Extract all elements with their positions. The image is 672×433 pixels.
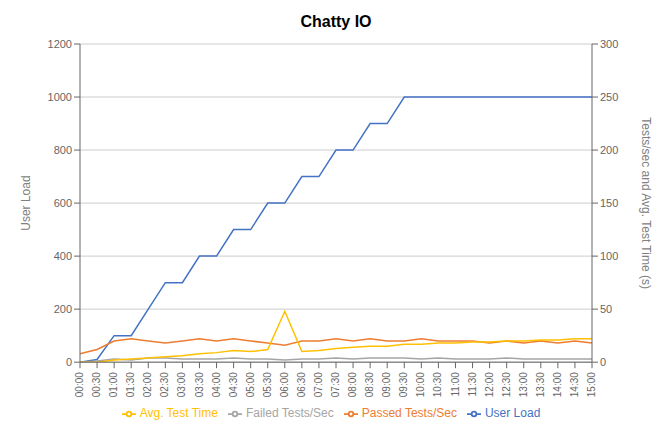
svg-text:10:00: 10:00 [415,372,426,397]
svg-text:14:00: 14:00 [552,372,563,397]
svg-text:08:30: 08:30 [364,372,375,397]
svg-text:150: 150 [600,197,618,209]
svg-text:10:30: 10:30 [433,372,444,397]
svg-text:User Load: User Load [19,175,33,230]
svg-text:11:30: 11:30 [467,372,478,397]
svg-text:09:30: 09:30 [398,372,409,397]
svg-text:13:00: 13:00 [518,372,529,397]
svg-text:400: 400 [54,250,72,262]
svg-text:12:30: 12:30 [501,372,512,397]
svg-text:06:00: 06:00 [279,372,290,397]
svg-text:06:30: 06:30 [296,372,307,397]
svg-text:15:00: 15:00 [586,372,597,397]
svg-text:200: 200 [600,144,618,156]
svg-text:03:30: 03:30 [194,372,205,397]
svg-text:12:00: 12:00 [484,372,495,397]
html-text:Avg. Test Time: Avg. Test Time [139,406,218,421]
svg-text:0: 0 [66,356,72,368]
svg-text:600: 600 [54,197,72,209]
svg-text:04:30: 04:30 [228,372,239,397]
html-text:Passed Tests/Sec: Passed Tests/Sec [361,406,457,421]
svg-text:11:00: 11:00 [450,372,461,397]
svg-text:800: 800 [54,144,72,156]
svg-text:300: 300 [600,38,618,50]
svg-text:03:00: 03:00 [177,372,188,397]
svg-text:250: 250 [600,91,618,103]
svg-text:02:30: 02:30 [159,372,170,397]
html-text:Chatty IO: Chatty IO [300,13,372,30]
svg-text:1200: 1200 [48,38,72,50]
html-text:User Load: User Load [484,406,541,421]
svg-text:00:00: 00:00 [74,372,85,397]
svg-text:100: 100 [600,250,618,262]
svg-text:09:00: 09:00 [381,372,392,397]
html-text:Failed Tests/Sec: Failed Tests/Sec [245,406,334,421]
svg-text:50: 50 [600,303,612,315]
svg-text:04:00: 04:00 [211,372,222,397]
svg-text:01:30: 01:30 [125,372,136,397]
svg-text:07:00: 07:00 [313,372,324,397]
svg-text:07:30: 07:30 [330,372,341,397]
svg-text:02:00: 02:00 [142,372,153,397]
svg-text:200: 200 [54,303,72,315]
svg-text:05:30: 05:30 [262,372,273,397]
svg-text:0: 0 [600,356,606,368]
svg-text:00:30: 00:30 [91,372,102,397]
svg-text:14:30: 14:30 [569,372,580,397]
svg-text:08:00: 08:00 [347,372,358,397]
svg-text:01:00: 01:00 [108,372,119,397]
svg-text:1000: 1000 [48,91,72,103]
svg-text:13:30: 13:30 [535,372,546,397]
svg-text:Tests/sec and Avg. Test Time (: Tests/sec and Avg. Test Time (s) [639,117,653,289]
svg-text:05:00: 05:00 [245,372,256,397]
